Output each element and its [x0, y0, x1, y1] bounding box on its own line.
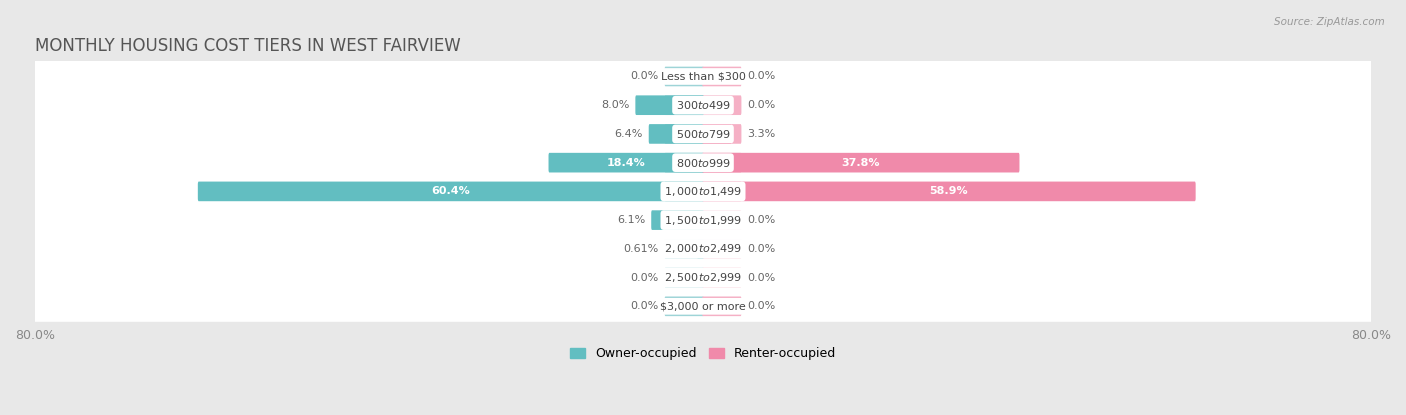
- FancyBboxPatch shape: [636, 95, 704, 115]
- FancyBboxPatch shape: [702, 153, 741, 173]
- Text: Source: ZipAtlas.com: Source: ZipAtlas.com: [1274, 17, 1385, 27]
- FancyBboxPatch shape: [702, 268, 741, 288]
- FancyBboxPatch shape: [665, 153, 704, 173]
- FancyBboxPatch shape: [34, 205, 1372, 236]
- Text: 0.0%: 0.0%: [630, 71, 659, 81]
- Text: $300 to $499: $300 to $499: [675, 99, 731, 111]
- Text: $2,500 to $2,999: $2,500 to $2,999: [664, 271, 742, 284]
- FancyBboxPatch shape: [34, 118, 1372, 149]
- Text: $3,000 or more: $3,000 or more: [661, 301, 745, 311]
- Text: 0.0%: 0.0%: [630, 273, 659, 283]
- FancyBboxPatch shape: [648, 124, 704, 144]
- FancyBboxPatch shape: [665, 239, 704, 259]
- FancyBboxPatch shape: [702, 182, 741, 201]
- FancyBboxPatch shape: [34, 61, 1372, 92]
- Text: $500 to $799: $500 to $799: [675, 128, 731, 140]
- FancyBboxPatch shape: [702, 124, 741, 144]
- Text: $2,000 to $2,499: $2,000 to $2,499: [664, 242, 742, 255]
- Text: 18.4%: 18.4%: [607, 158, 645, 168]
- FancyBboxPatch shape: [702, 239, 741, 259]
- Text: 0.0%: 0.0%: [747, 273, 776, 283]
- FancyBboxPatch shape: [34, 147, 1372, 178]
- FancyBboxPatch shape: [665, 95, 704, 115]
- Text: 3.3%: 3.3%: [747, 129, 776, 139]
- FancyBboxPatch shape: [665, 182, 704, 201]
- Legend: Owner-occupied, Renter-occupied: Owner-occupied, Renter-occupied: [565, 342, 841, 365]
- FancyBboxPatch shape: [665, 67, 704, 86]
- Text: 58.9%: 58.9%: [929, 186, 969, 196]
- FancyBboxPatch shape: [548, 153, 704, 173]
- FancyBboxPatch shape: [702, 95, 741, 115]
- FancyBboxPatch shape: [665, 296, 704, 316]
- Text: 0.0%: 0.0%: [747, 215, 776, 225]
- Text: 0.0%: 0.0%: [630, 301, 659, 311]
- FancyBboxPatch shape: [34, 291, 1372, 322]
- Text: MONTHLY HOUSING COST TIERS IN WEST FAIRVIEW: MONTHLY HOUSING COST TIERS IN WEST FAIRV…: [35, 37, 461, 55]
- FancyBboxPatch shape: [702, 67, 741, 86]
- FancyBboxPatch shape: [702, 124, 731, 144]
- Text: 0.0%: 0.0%: [747, 244, 776, 254]
- FancyBboxPatch shape: [651, 210, 704, 230]
- FancyBboxPatch shape: [665, 210, 704, 230]
- Text: 37.8%: 37.8%: [842, 158, 880, 168]
- Text: 6.1%: 6.1%: [617, 215, 645, 225]
- Text: 8.0%: 8.0%: [602, 100, 630, 110]
- Text: $1,000 to $1,499: $1,000 to $1,499: [664, 185, 742, 198]
- Text: $800 to $999: $800 to $999: [675, 156, 731, 168]
- FancyBboxPatch shape: [702, 153, 1019, 173]
- FancyBboxPatch shape: [702, 210, 741, 230]
- Text: 0.0%: 0.0%: [747, 71, 776, 81]
- FancyBboxPatch shape: [34, 90, 1372, 121]
- FancyBboxPatch shape: [702, 182, 1195, 201]
- FancyBboxPatch shape: [34, 176, 1372, 207]
- FancyBboxPatch shape: [198, 182, 704, 201]
- Text: 0.0%: 0.0%: [747, 100, 776, 110]
- FancyBboxPatch shape: [665, 124, 704, 144]
- Text: 0.61%: 0.61%: [623, 244, 659, 254]
- Text: Less than $300: Less than $300: [661, 71, 745, 81]
- FancyBboxPatch shape: [34, 262, 1372, 293]
- FancyBboxPatch shape: [697, 239, 704, 259]
- Text: 60.4%: 60.4%: [432, 186, 470, 196]
- FancyBboxPatch shape: [665, 268, 704, 288]
- Text: 6.4%: 6.4%: [614, 129, 643, 139]
- Text: $1,500 to $1,999: $1,500 to $1,999: [664, 214, 742, 227]
- FancyBboxPatch shape: [34, 233, 1372, 264]
- FancyBboxPatch shape: [702, 296, 741, 316]
- Text: 0.0%: 0.0%: [747, 301, 776, 311]
